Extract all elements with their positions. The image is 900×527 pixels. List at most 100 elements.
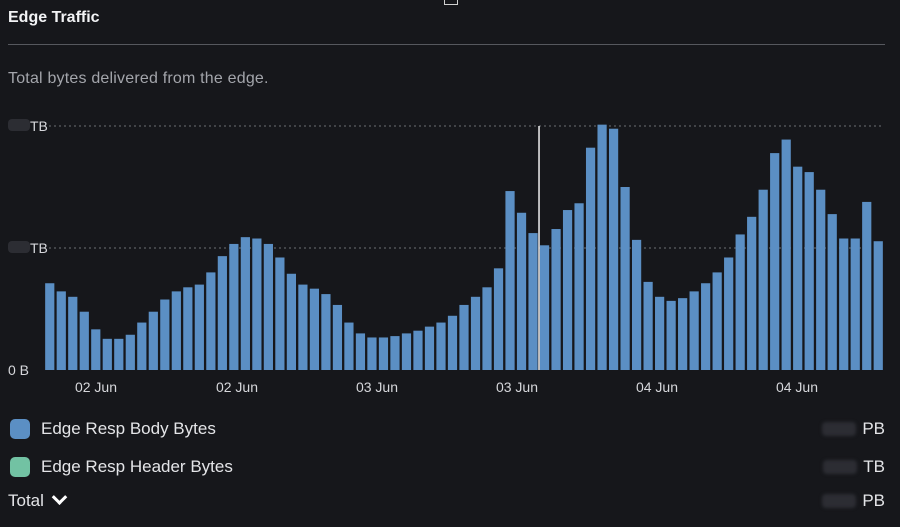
bar	[758, 189, 768, 370]
bar	[355, 333, 366, 370]
bar	[562, 210, 573, 370]
bar	[862, 201, 872, 370]
legend-item-header-bytes[interactable]: Edge Resp Header Bytes TB	[10, 455, 885, 479]
total-label: Total	[8, 491, 44, 510]
bar	[459, 304, 469, 370]
total-unit: PB	[862, 491, 885, 510]
bar	[160, 299, 170, 370]
bar	[194, 284, 204, 370]
bar	[102, 338, 112, 370]
x-tick-label: 02 Jun	[75, 379, 117, 395]
bar	[493, 268, 504, 370]
bar	[436, 322, 446, 370]
bar	[378, 337, 389, 370]
legend-value: TB	[823, 457, 885, 477]
bar	[747, 216, 757, 370]
panel-description: Total bytes delivered from the edge.	[8, 70, 269, 87]
bar	[574, 203, 584, 370]
panel-header: Edge Traffic	[8, 8, 885, 45]
bar	[114, 338, 124, 370]
bar	[309, 288, 320, 370]
bar	[401, 333, 412, 370]
redacted-value	[822, 422, 857, 436]
legend-item-body-bytes[interactable]: Edge Resp Body Bytes PB	[10, 417, 885, 441]
bar	[585, 147, 596, 370]
bar	[770, 153, 780, 370]
bar	[678, 298, 688, 370]
legend-swatch-header-bytes	[10, 457, 30, 477]
bar	[528, 233, 538, 370]
x-tick-label: 04 Jun	[636, 379, 678, 395]
total-row: Total PB	[8, 488, 885, 514]
chevron-down-icon[interactable]	[51, 488, 68, 505]
bar	[45, 283, 55, 370]
legend-unit: TB	[863, 457, 885, 476]
bar	[505, 191, 515, 370]
bar	[321, 294, 331, 370]
bar	[125, 334, 135, 370]
bar	[424, 326, 435, 370]
total-toggle[interactable]: Total	[8, 488, 822, 511]
redacted-tick-value	[8, 119, 30, 131]
x-tick-label: 03 Jun	[356, 379, 398, 395]
bar	[390, 336, 400, 370]
bar	[643, 281, 653, 370]
bar	[735, 234, 745, 370]
bar	[539, 245, 550, 370]
bar	[171, 291, 181, 370]
bar	[482, 287, 492, 370]
bar	[804, 172, 814, 370]
bar	[298, 284, 308, 370]
bar	[447, 315, 458, 370]
total-value: PB	[822, 491, 885, 511]
bar	[816, 189, 826, 370]
bar	[712, 272, 722, 370]
bar	[689, 291, 699, 370]
bar	[148, 311, 158, 370]
bar	[275, 257, 285, 370]
legend-swatch-body-bytes	[10, 419, 30, 439]
legend-unit: PB	[862, 419, 885, 438]
bar	[850, 238, 860, 370]
bar	[793, 166, 803, 370]
bar	[68, 296, 78, 370]
y-tick-label: TB	[30, 118, 48, 134]
redacted-value	[823, 460, 858, 474]
legend-value: PB	[822, 419, 885, 439]
legend-label: Edge Resp Header Bytes	[41, 457, 233, 476]
bar	[724, 257, 734, 370]
bar	[332, 304, 343, 370]
bar	[56, 291, 66, 370]
bar	[701, 283, 711, 370]
bar	[413, 330, 423, 370]
redacted-tick-value	[8, 241, 30, 253]
bar	[781, 139, 791, 370]
bar	[344, 322, 354, 370]
bar	[666, 300, 676, 370]
bar	[608, 128, 619, 370]
bar	[655, 296, 665, 370]
drag-handle-icon[interactable]	[444, 0, 458, 5]
edge-traffic-chart[interactable]: TB TB 0 B 02 Jun 02 Jun 03 Jun 03 Jun 04 Jun 04 …	[0, 112, 900, 402]
x-tick-label: 04 Jun	[776, 379, 818, 395]
bar	[551, 229, 561, 370]
legend-label: Edge Resp Body Bytes	[41, 419, 216, 438]
bar	[286, 273, 296, 370]
bar	[839, 238, 849, 370]
bar	[240, 237, 250, 370]
bar	[206, 272, 216, 370]
y-tick-label: TB	[30, 240, 48, 256]
bar	[217, 256, 227, 370]
bar	[183, 287, 193, 370]
x-tick-label: 03 Jun	[496, 379, 538, 395]
x-tick-label: 02 Jun	[216, 379, 258, 395]
panel-title: Edge Traffic	[8, 9, 100, 26]
bar	[229, 243, 239, 370]
bar	[252, 238, 262, 370]
bar	[367, 337, 377, 370]
bar	[516, 212, 527, 370]
bar	[827, 214, 837, 370]
y-tick-label: 0 B	[8, 362, 29, 378]
chart-canvas[interactable]: TB TB 0 B 02 Jun 02 Jun 03 Jun 03 Jun 04 Jun 04 …	[0, 112, 900, 402]
